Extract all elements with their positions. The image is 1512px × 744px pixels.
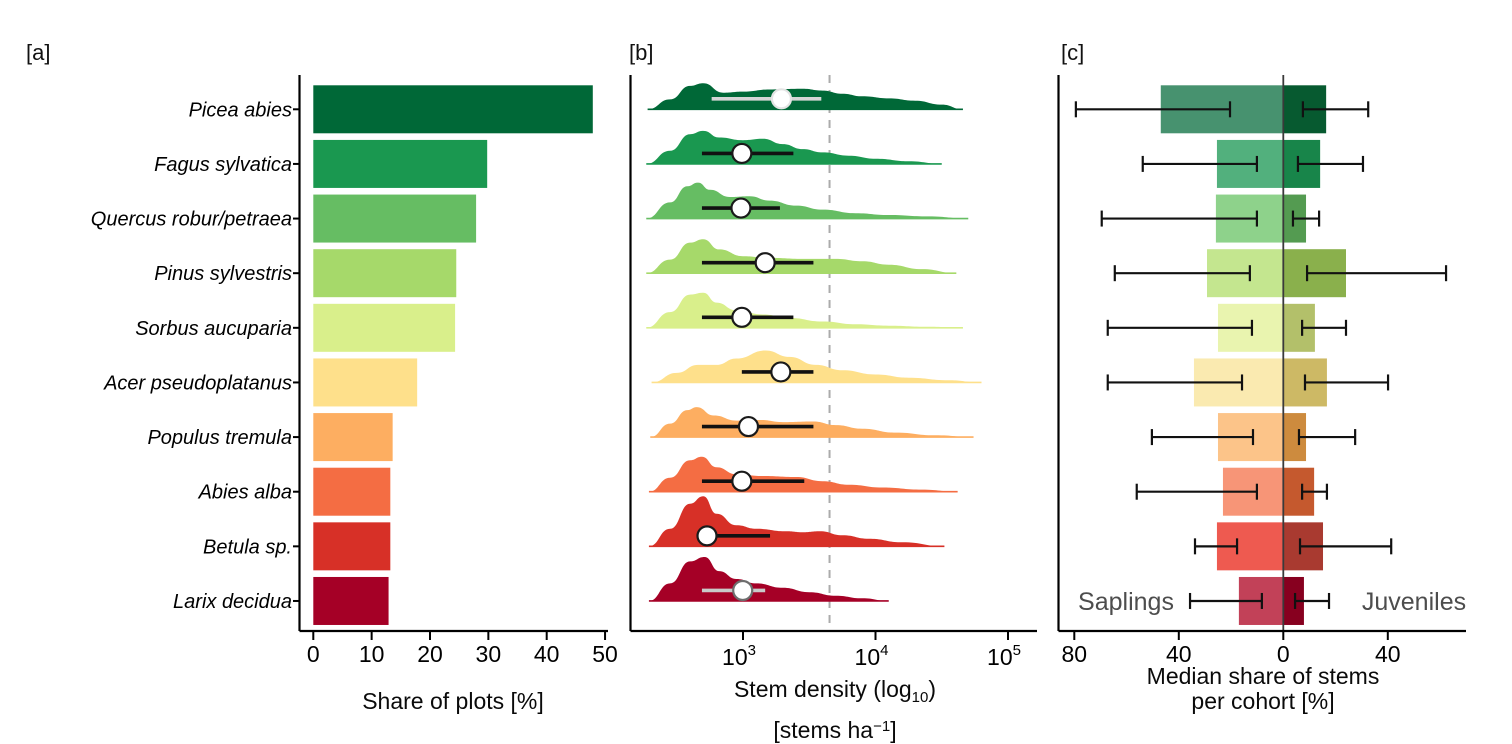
species-label: Quercus robur/petraea [91, 209, 292, 231]
bar-acer-pseudoplatanus [313, 358, 418, 407]
x-tick-label: 40 [534, 641, 560, 667]
panel-c-axis-title: Median share of stems per cohort [%] [1103, 664, 1423, 714]
x-tick-label: 40 [1166, 641, 1192, 667]
density-ridge-4 [646, 239, 957, 274]
density-ridge-3 [646, 182, 969, 219]
median-dot [731, 142, 753, 165]
species-label: Betula sp. [203, 536, 292, 558]
x-tick-label: 0 [307, 641, 320, 667]
median-dot [754, 252, 776, 274]
x-tick-label: 80 [1062, 641, 1088, 667]
panel-b-axis-unit: [stems ha−1] [675, 717, 995, 744]
x-tick-label-log: 105 [987, 642, 1021, 670]
species-label: Sorbus aucuparia [135, 318, 292, 340]
density-ridge-6 [651, 350, 982, 383]
panel-a-axis-title: Share of plots [%] [362, 688, 544, 714]
x-tick-label: 50 [592, 641, 618, 667]
saplings-label: Saplings [1078, 588, 1174, 616]
density-ridge-10 [648, 557, 889, 601]
species-label: Populus tremula [147, 427, 292, 449]
panel-b-axis-title: Stem density (log10) [675, 676, 995, 706]
bar-pinus-sylvestris [313, 249, 457, 298]
x-tick-label: 10 [359, 641, 385, 667]
unit-superscript: −1 [873, 718, 891, 735]
bar-abies-alba [313, 467, 391, 516]
median-dot [731, 470, 753, 492]
species-label: Abies alba [198, 482, 292, 504]
median-dot [696, 525, 718, 547]
x-tick-label: 20 [417, 641, 443, 667]
bar-betula-sp- [313, 522, 391, 571]
axis-title-text: Stem density (log [733, 676, 912, 702]
median-dot [730, 197, 752, 219]
species-label: Larix decidua [173, 591, 292, 613]
panel-c-axis-title-line1: Median share of stems [1146, 663, 1380, 689]
median-dot [732, 579, 754, 602]
panel-c-label: [c] [1061, 40, 1085, 65]
median-dot [770, 361, 792, 383]
median-dot [737, 415, 760, 438]
panel-c-axis-title-line2: per cohort [%] [1191, 688, 1335, 714]
x-tick-label-log: 103 [722, 642, 756, 670]
panel-a-label: [a] [26, 40, 51, 65]
median-dot [770, 88, 793, 110]
juveniles-label: Juveniles [1361, 588, 1467, 616]
x-tick-label: 30 [476, 641, 502, 667]
bar-quercus-robur-petraea [313, 194, 477, 243]
axis-title-subscript: 10 [911, 689, 929, 706]
x-tick-label-log: 104 [855, 642, 889, 670]
density-ridge-5 [646, 292, 963, 328]
x-tick-label: 0 [1277, 641, 1290, 667]
species-label: Acer pseudoplatanus [103, 372, 292, 394]
density-ridge-7 [650, 407, 974, 438]
density-ridge-8 [648, 456, 958, 492]
juvenile-bar-7 [1283, 413, 1307, 462]
species-label: Pinus sylvestris [154, 263, 292, 285]
bar-sorbus-aucuparia [313, 303, 456, 352]
bar-larix-decidua [313, 576, 389, 625]
density-ridge-2 [646, 130, 942, 164]
density-ridge-1 [647, 83, 963, 110]
bar-populus-tremula [313, 413, 393, 462]
juvenile-bar-10 [1283, 576, 1304, 625]
unit-text: [stems ha [773, 717, 874, 743]
panel-b-label: [b] [629, 40, 654, 65]
species-label: Fagus sylvatica [154, 154, 292, 176]
bar-picea-abies [313, 85, 593, 134]
median-dot [731, 306, 753, 328]
axis-title-close: ) [928, 676, 937, 702]
species-label: Picea abies [189, 99, 292, 121]
density-ridge-9 [648, 496, 945, 547]
x-tick-label: 40 [1375, 641, 1401, 667]
bar-fagus-sylvatica [313, 139, 488, 188]
unit-close: ] [890, 717, 897, 743]
